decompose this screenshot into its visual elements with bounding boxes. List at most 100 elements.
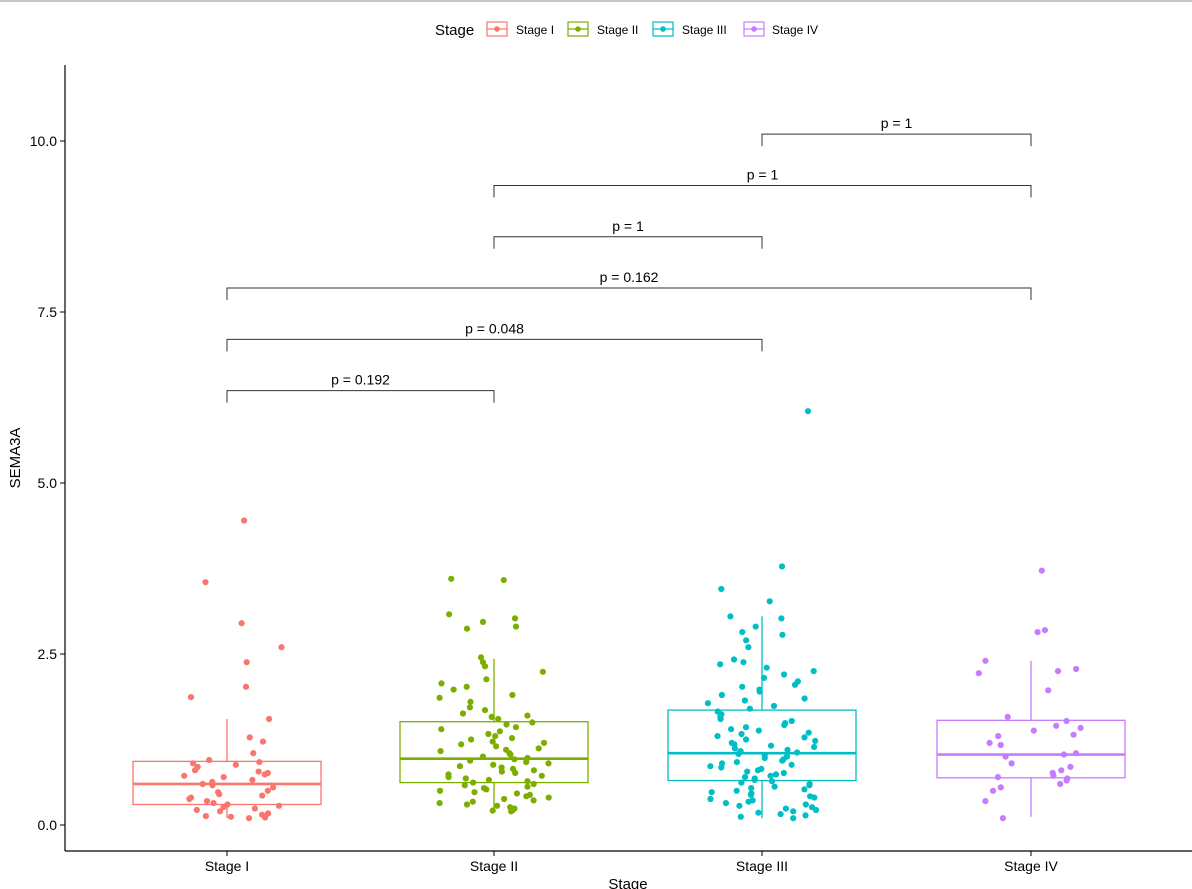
- data-point: [1050, 772, 1057, 779]
- data-point: [811, 794, 818, 801]
- legend-label: Stage IV: [772, 23, 818, 37]
- comparison-bracket: p = 0.048: [226, 320, 763, 352]
- comparison-bracket: p = 0.162: [226, 269, 1032, 301]
- data-point: [255, 768, 262, 775]
- data-point: [206, 756, 213, 764]
- data-point: [245, 815, 253, 822]
- data-point: [782, 805, 790, 812]
- data-point: [997, 741, 1004, 749]
- comparison-bracket: p = 1: [493, 218, 763, 249]
- data-point: [1058, 767, 1065, 774]
- data-point: [766, 598, 773, 605]
- data-point: [714, 733, 721, 740]
- data-point: [784, 746, 791, 753]
- legend-item: Stage I: [486, 21, 554, 37]
- legend-label: Stage I: [516, 23, 554, 37]
- y-tick-label: 10.0: [30, 133, 57, 149]
- p-value-label: p = 1: [612, 218, 644, 234]
- data-point: [740, 659, 747, 666]
- data-point: [187, 694, 195, 701]
- box-iqr: [936, 719, 1126, 779]
- data-point: [1073, 665, 1080, 673]
- data-point: [494, 802, 501, 809]
- data-point: [241, 517, 248, 524]
- data-point: [264, 787, 271, 794]
- data-point: [717, 715, 724, 723]
- data-point: [743, 736, 750, 743]
- bracket-line: [493, 184, 1032, 198]
- data-point: [746, 705, 754, 712]
- data-point: [438, 726, 445, 733]
- data-point: [1054, 668, 1062, 675]
- data-point: [498, 768, 505, 775]
- data-point: [738, 779, 745, 786]
- data-point: [802, 812, 809, 819]
- data-point: [761, 754, 768, 762]
- data-point: [997, 784, 1004, 791]
- data-point: [975, 670, 982, 677]
- data-point: [1053, 722, 1060, 729]
- data-point: [730, 656, 738, 663]
- comparison-bracket: p = 1: [493, 166, 1032, 198]
- data-point: [503, 721, 510, 728]
- data-point: [741, 774, 749, 781]
- comparison-bracket: p = 0.192: [226, 372, 495, 403]
- data-point: [1008, 760, 1015, 767]
- legend-item: Stage II: [567, 21, 638, 37]
- bracket-line: [226, 287, 1032, 301]
- data-point: [507, 751, 514, 758]
- data-point: [251, 805, 258, 812]
- data-point: [450, 686, 457, 693]
- comparison-brackets: p = 0.192 p = 0.048 p = 0.162 p = 1 p = 1 p =…: [226, 115, 1032, 403]
- window-top-border: [0, 0, 1192, 2]
- p-value-label: p = 0.048: [465, 320, 524, 336]
- x-tick-label: Stage II: [470, 858, 518, 874]
- data-point: [781, 722, 788, 729]
- data-point: [456, 763, 463, 770]
- data-point: [1057, 780, 1064, 788]
- data-point: [488, 713, 495, 721]
- data-point: [238, 620, 245, 627]
- data-point: [436, 800, 443, 807]
- data-point: [467, 698, 474, 706]
- data-point: [203, 798, 211, 805]
- data-point: [708, 789, 715, 796]
- data-point: [717, 661, 724, 668]
- data-point: [755, 727, 762, 734]
- data-point: [259, 792, 266, 799]
- data-point: [812, 737, 819, 745]
- data-point: [181, 772, 188, 779]
- data-point: [270, 784, 277, 791]
- data-point: [772, 771, 780, 778]
- box-iqr: [399, 721, 589, 784]
- data-point: [496, 728, 503, 735]
- data-point: [780, 769, 787, 777]
- data-point: [1002, 753, 1009, 760]
- data-point: [718, 691, 726, 699]
- data-point: [481, 663, 489, 670]
- boxes: [132, 616, 1126, 819]
- data-point: [806, 782, 813, 789]
- data-point: [232, 761, 239, 768]
- data-point: [479, 753, 486, 760]
- data-point: [1072, 750, 1080, 757]
- data-point: [246, 734, 253, 741]
- data-point: [545, 794, 552, 801]
- legend: Stage Stage I Stage II Stage III Stage IV: [435, 21, 818, 39]
- data-point: [1038, 567, 1045, 574]
- data-point: [999, 815, 1007, 822]
- data-point: [509, 691, 516, 699]
- data-point: [728, 726, 735, 733]
- data-point: [751, 776, 758, 784]
- data-point: [731, 745, 739, 752]
- data-point: [458, 741, 465, 748]
- data-point: [744, 768, 751, 775]
- data-point: [1034, 629, 1041, 636]
- data-point: [256, 759, 263, 766]
- data-point: [202, 813, 209, 820]
- data-point: [220, 804, 227, 811]
- data-point: [802, 801, 809, 808]
- data-point: [445, 774, 452, 781]
- data-point: [811, 743, 818, 751]
- data-point: [768, 778, 776, 785]
